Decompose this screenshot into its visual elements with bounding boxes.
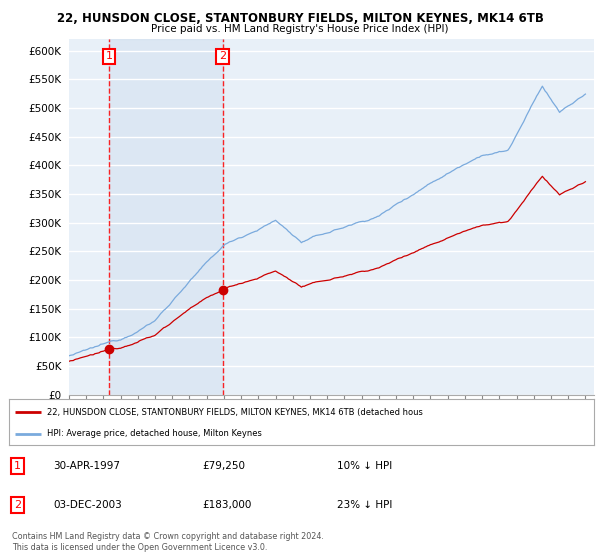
Text: HPI: Average price, detached house, Milton Keynes: HPI: Average price, detached house, Milt… (47, 429, 262, 438)
Text: £79,250: £79,250 (202, 461, 245, 471)
Text: 1: 1 (14, 461, 21, 471)
Text: Price paid vs. HM Land Registry's House Price Index (HPI): Price paid vs. HM Land Registry's House … (151, 24, 449, 34)
Text: Contains HM Land Registry data © Crown copyright and database right 2024.: Contains HM Land Registry data © Crown c… (12, 532, 324, 541)
Text: 2: 2 (14, 500, 22, 510)
Text: 30-APR-1997: 30-APR-1997 (53, 461, 120, 471)
Text: 22, HUNSDON CLOSE, STANTONBURY FIELDS, MILTON KEYNES, MK14 6TB (detached hous: 22, HUNSDON CLOSE, STANTONBURY FIELDS, M… (47, 408, 423, 417)
Text: 23% ↓ HPI: 23% ↓ HPI (337, 500, 392, 510)
Text: 22, HUNSDON CLOSE, STANTONBURY FIELDS, MILTON KEYNES, MK14 6TB: 22, HUNSDON CLOSE, STANTONBURY FIELDS, M… (56, 12, 544, 25)
Text: 1: 1 (106, 52, 113, 62)
Text: 03-DEC-2003: 03-DEC-2003 (53, 500, 122, 510)
Text: 2: 2 (219, 52, 226, 62)
Bar (109, 39, 223, 395)
Text: 10% ↓ HPI: 10% ↓ HPI (337, 461, 392, 471)
Text: £183,000: £183,000 (202, 500, 251, 510)
Text: This data is licensed under the Open Government Licence v3.0.: This data is licensed under the Open Gov… (12, 543, 268, 552)
